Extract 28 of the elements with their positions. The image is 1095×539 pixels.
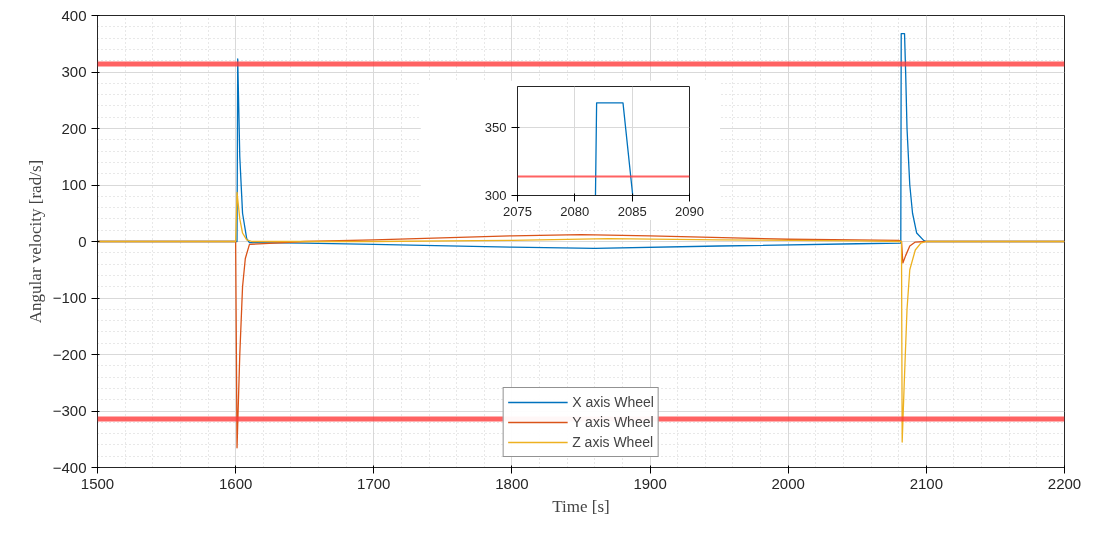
x-tick-label: 2000 xyxy=(771,474,805,492)
x-tick-label: 2100 xyxy=(909,474,944,492)
x-tick-label: 2090 xyxy=(675,203,704,219)
y-tick-label: 350 xyxy=(484,119,507,135)
x-tick-label: 1900 xyxy=(633,474,667,492)
y-tick-label: −200 xyxy=(52,345,87,363)
x-tick-label: 2085 xyxy=(617,203,647,219)
y-tick-label: 0 xyxy=(78,232,87,250)
x-tick-label: 2200 xyxy=(1047,474,1082,492)
x-axis-title: Time [s] xyxy=(552,496,610,516)
y-tick-label: 400 xyxy=(61,6,87,24)
y-tick-label: −400 xyxy=(52,458,87,476)
x-tick-label: 2075 xyxy=(503,203,532,219)
y-tick-label: 300 xyxy=(61,63,87,80)
legend-label: X axis Wheel xyxy=(572,394,654,410)
legend-label: Z axis Wheel xyxy=(572,434,654,450)
x-tick-label: 2080 xyxy=(560,203,590,219)
y-tick-label: 300 xyxy=(484,188,507,203)
x-tick-label: 1500 xyxy=(80,474,115,492)
y-axis-title: Angular velocity [rad/s] xyxy=(25,159,45,324)
x-tick-label: 1700 xyxy=(357,474,391,492)
y-tick-label: 200 xyxy=(61,119,87,137)
y-tick-label: −100 xyxy=(52,289,87,306)
legend-label: Y axis Wheel xyxy=(572,414,654,430)
y-tick-label: −300 xyxy=(52,402,87,419)
y-tick-label: 100 xyxy=(61,176,87,193)
x-tick-label: 1600 xyxy=(218,474,253,492)
x-tick-label: 1800 xyxy=(495,474,529,492)
